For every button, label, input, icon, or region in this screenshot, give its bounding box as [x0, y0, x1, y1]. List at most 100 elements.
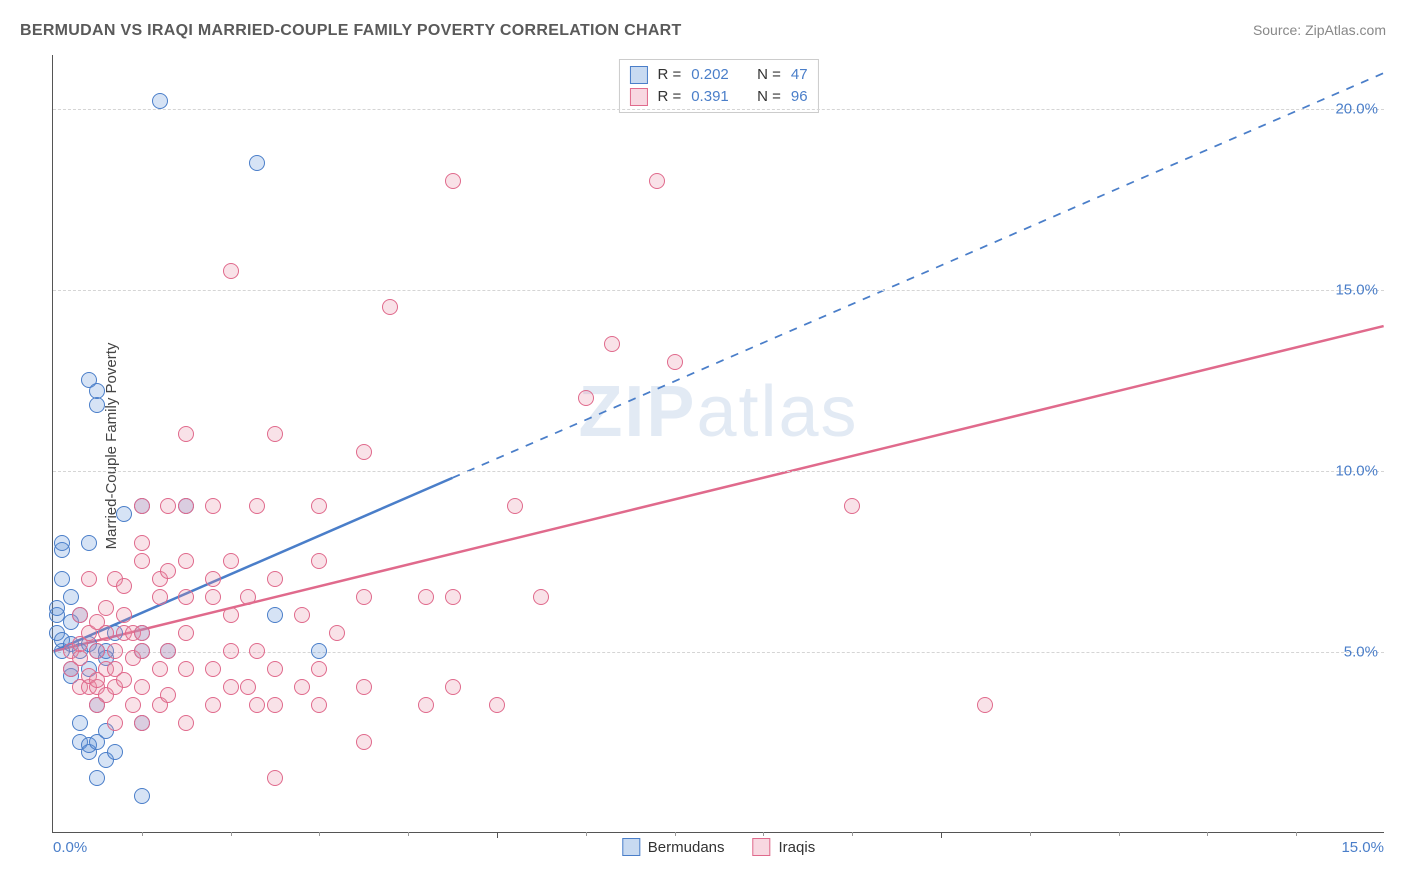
data-point [152, 661, 168, 677]
data-point [223, 607, 239, 623]
y-tick-label: 20.0% [1335, 101, 1378, 118]
data-point [134, 535, 150, 551]
data-point [578, 390, 594, 406]
data-point [178, 661, 194, 677]
data-point [116, 578, 132, 594]
data-point [116, 506, 132, 522]
data-point [249, 643, 265, 659]
data-point [116, 672, 132, 688]
data-point [267, 607, 283, 623]
swatch-bermudans [629, 66, 647, 84]
x-tick [319, 832, 320, 836]
data-point [178, 589, 194, 605]
chart-container: BERMUDAN VS IRAQI MARRIED-COUPLE FAMILY … [0, 0, 1406, 892]
y-tick-label: 10.0% [1335, 463, 1378, 480]
data-point [311, 661, 327, 677]
data-point [54, 535, 70, 551]
data-point [54, 571, 70, 587]
data-point [205, 571, 221, 587]
swatch-bermudans [622, 838, 640, 856]
x-tick [852, 832, 853, 836]
data-point [267, 571, 283, 587]
data-point [72, 607, 88, 623]
data-point [356, 734, 372, 750]
data-point [649, 173, 665, 189]
data-point [311, 553, 327, 569]
data-point [81, 571, 97, 587]
data-point [134, 643, 150, 659]
legend-row-bermudans: R = 0.202 N = 47 [629, 64, 807, 86]
data-point [107, 715, 123, 731]
data-point [89, 397, 105, 413]
data-point [89, 770, 105, 786]
data-point [178, 498, 194, 514]
legend-item-iraqis: Iraqis [753, 838, 816, 856]
data-point [63, 589, 79, 605]
data-point [160, 563, 176, 579]
data-point [249, 498, 265, 514]
data-point [178, 715, 194, 731]
data-point [356, 444, 372, 460]
x-tick [941, 832, 942, 838]
data-point [160, 687, 176, 703]
data-point [107, 643, 123, 659]
data-point [178, 553, 194, 569]
data-point [240, 679, 256, 695]
data-point [134, 553, 150, 569]
x-tick [1119, 832, 1120, 836]
data-point [311, 498, 327, 514]
data-point [116, 607, 132, 623]
data-point [134, 715, 150, 731]
data-point [125, 697, 141, 713]
swatch-iraqis [629, 88, 647, 106]
data-point [294, 607, 310, 623]
data-point [152, 589, 168, 605]
data-point [160, 498, 176, 514]
legend-row-iraqis: R = 0.391 N = 96 [629, 86, 807, 108]
chart-title: BERMUDAN VS IRAQI MARRIED-COUPLE FAMILY … [20, 22, 682, 40]
data-point [81, 535, 97, 551]
data-point [977, 697, 993, 713]
x-tick [497, 832, 498, 838]
data-point [240, 589, 256, 605]
data-point [267, 697, 283, 713]
data-point [205, 697, 221, 713]
data-point [72, 715, 88, 731]
data-point [98, 600, 114, 616]
x-tick [1207, 832, 1208, 836]
data-point [160, 643, 176, 659]
data-point [49, 600, 65, 616]
data-point [329, 625, 345, 641]
data-point [418, 697, 434, 713]
data-point [98, 625, 114, 641]
y-tick-label: 5.0% [1344, 644, 1378, 661]
swatch-iraqis [753, 838, 771, 856]
data-point [134, 498, 150, 514]
source-attribution: Source: ZipAtlas.com [1253, 22, 1386, 38]
data-point [205, 661, 221, 677]
data-point [178, 426, 194, 442]
data-point [223, 553, 239, 569]
data-point [205, 589, 221, 605]
data-point [134, 788, 150, 804]
data-point [445, 679, 461, 695]
data-point [134, 625, 150, 641]
data-point [72, 650, 88, 666]
data-point [89, 643, 105, 659]
y-tick-label: 15.0% [1335, 282, 1378, 299]
gridline [53, 290, 1384, 291]
data-point [604, 336, 620, 352]
plot-area: ZIPatlas R = 0.202 N = 47 R = 0.391 N = … [52, 55, 1384, 833]
x-tick [1030, 832, 1031, 836]
data-point [267, 770, 283, 786]
data-point [152, 93, 168, 109]
data-point [356, 589, 372, 605]
x-tick-label: 15.0% [1341, 839, 1384, 856]
data-point [267, 426, 283, 442]
legend-item-bermudans: Bermudans [622, 838, 725, 856]
x-tick [586, 832, 587, 836]
watermark: ZIPatlas [578, 371, 858, 453]
data-point [267, 661, 283, 677]
data-point [134, 679, 150, 695]
x-tick [763, 832, 764, 836]
